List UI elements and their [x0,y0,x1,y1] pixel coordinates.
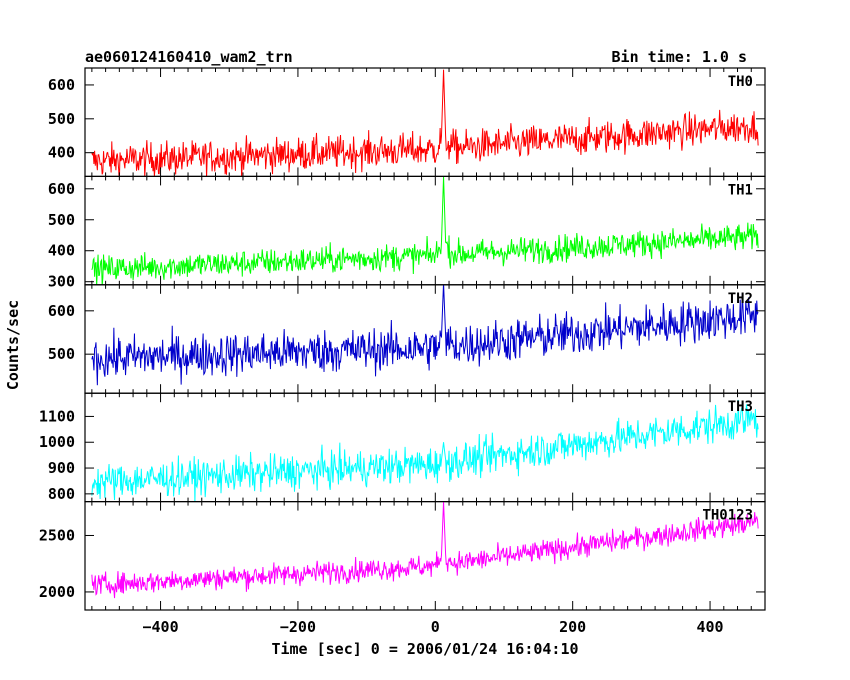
panel-th2: 500 600 TH2 [48,284,766,394]
series-line-th2 [91,284,759,386]
panel-frame [84,501,766,611]
series-line-th1 [91,176,759,285]
panel-label-th0123: TH0123 [702,508,753,524]
y-tick-label: 1100 [39,407,75,425]
panel-th0: 400 500 600 TH0 [48,67,766,178]
x-tick-label: −200 [280,618,316,636]
series-line-th3 [91,399,759,502]
x-tick-label: 0 [431,618,440,636]
y-tick-label: 600 [48,76,75,94]
panel-frame [84,392,766,503]
x-axis-title: Time [sec] 0 = 2006/01/24 16:04:10 [271,640,578,658]
panel-th3: 800 900 1000 1100 TH3 [39,392,766,503]
x-tick-label: 200 [559,618,586,636]
y-tick-label: 600 [48,180,75,198]
x-tick-label: 400 [697,618,724,636]
chart-title: ae060124160410_wam2_trn [85,48,293,66]
panel-label-th0: TH0 [728,74,753,90]
y-tick-label: 600 [48,302,75,320]
panels-group: 400 500 600 TH0 300 400 500 600 TH1 500 600 TH2 800 9… [39,67,766,636]
y-tick-label: 400 [48,242,75,260]
series-line-th0123 [91,501,759,599]
y-tick-label: 500 [48,345,75,363]
panel-label-th1: TH1 [728,182,753,198]
y-tick-label: 500 [48,110,75,128]
y-tick-label: 400 [48,144,75,162]
panel-th1: 300 400 500 600 TH1 [48,175,766,291]
y-tick-label: 1000 [39,433,75,451]
y-tick-label: 300 [48,273,75,291]
y-tick-label: 800 [48,485,75,503]
panel-label-th3: TH3 [728,399,753,415]
y-tick-label: 500 [48,211,75,229]
series-line-th0 [91,69,759,177]
bin-time-label: Bin time: 1.0 s [612,48,747,66]
x-tick-label: −400 [142,618,178,636]
panel-th0123: 2000 2500 TH0123 [39,501,766,611]
y-axis-title: Counts/sec [4,300,22,390]
y-tick-label: 2000 [39,583,75,601]
y-tick-label: 2500 [39,526,75,544]
panel-label-th2: TH2 [728,291,753,307]
y-tick-label: 900 [48,459,75,477]
